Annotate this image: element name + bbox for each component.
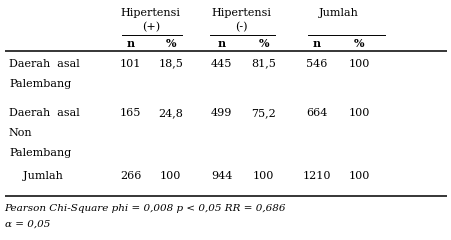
Text: 101: 101 <box>120 59 141 69</box>
Text: 100: 100 <box>253 171 274 181</box>
Text: Daerah  asal: Daerah asal <box>9 108 79 118</box>
Text: Jumlah: Jumlah <box>318 8 358 18</box>
Text: 100: 100 <box>347 171 369 181</box>
Text: 499: 499 <box>211 108 232 118</box>
Text: Hipertensi: Hipertensi <box>120 8 180 18</box>
Text: Palembang: Palembang <box>9 78 71 89</box>
Text: n: n <box>217 38 225 49</box>
Text: 24,8: 24,8 <box>158 108 183 118</box>
Text: Daerah  asal: Daerah asal <box>9 59 79 69</box>
Text: 546: 546 <box>305 59 327 69</box>
Text: %: % <box>258 38 268 49</box>
Text: Pearson Chi-Square phi = 0,008 p < 0,05 RR = 0,686: Pearson Chi-Square phi = 0,008 p < 0,05 … <box>5 204 285 213</box>
Text: 266: 266 <box>120 171 141 181</box>
Text: %: % <box>353 38 364 49</box>
Text: 100: 100 <box>347 108 369 118</box>
Text: Hipertensi: Hipertensi <box>211 8 271 18</box>
Text: Non: Non <box>9 128 32 138</box>
Text: (-): (-) <box>235 22 247 32</box>
Text: %: % <box>165 38 175 49</box>
Text: 75,2: 75,2 <box>251 108 276 118</box>
Text: 445: 445 <box>211 59 232 69</box>
Text: Jumlah: Jumlah <box>9 171 63 181</box>
Text: n: n <box>312 38 320 49</box>
Text: 100: 100 <box>347 59 369 69</box>
Text: (+): (+) <box>141 22 159 32</box>
Text: α = 0,05: α = 0,05 <box>5 220 50 229</box>
Text: 18,5: 18,5 <box>158 59 183 69</box>
Text: 100: 100 <box>160 171 181 181</box>
Text: 1210: 1210 <box>302 171 330 181</box>
Text: n: n <box>126 38 134 49</box>
Text: 81,5: 81,5 <box>251 59 276 69</box>
Text: 664: 664 <box>305 108 327 118</box>
Text: 944: 944 <box>211 171 232 181</box>
Text: Palembang: Palembang <box>9 148 71 158</box>
Text: 165: 165 <box>120 108 141 118</box>
